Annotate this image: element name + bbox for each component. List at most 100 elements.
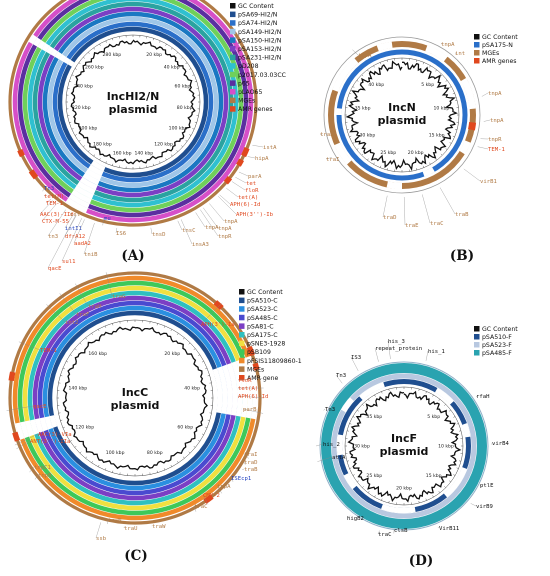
ring-gap [37, 40, 46, 50]
scale-tick [387, 168, 388, 171]
ring-gap [85, 168, 102, 181]
gene-label: rfaH [476, 394, 489, 400]
gc-content-track [345, 60, 458, 172]
scale-tick [78, 140, 81, 142]
scale-tick [163, 468, 166, 471]
gene-leader-line [439, 187, 456, 215]
gene-leader-line [242, 468, 245, 470]
panel-label: (B) [450, 248, 474, 264]
scale-tick [435, 69, 437, 72]
gene-label: tnsD [152, 232, 166, 238]
gene-leader-line [237, 378, 263, 381]
ring-gap [79, 177, 98, 190]
scale-tick [194, 81, 197, 83]
gene-label: qacE [33, 404, 47, 410]
legend-swatch [239, 340, 245, 347]
gene-label: traC [378, 532, 391, 538]
gene-leader-line [350, 356, 359, 371]
gene-label: parB [243, 407, 257, 413]
gene-label: ssb [96, 536, 107, 542]
scale-tick [425, 498, 427, 501]
gene-label: tnsC [182, 228, 195, 234]
gene-label: traF [76, 312, 90, 318]
ring-gap [217, 366, 228, 415]
scale-tick [429, 65, 431, 68]
gene-label: traB [455, 212, 469, 218]
panel-c: 20 kbp 40 kbp 60 kbp 80 kbp 100 kbp 120 kbp 14… [6, 271, 302, 564]
plasmid-title: IncN [388, 101, 416, 114]
sequence-ring [12, 0, 254, 223]
scale-tick [349, 423, 352, 425]
scale-tick [99, 43, 101, 46]
gene-label: traU [124, 526, 137, 532]
scale-tick [356, 148, 359, 150]
scale-tick [70, 440, 72, 442]
legend-label: pD208 [238, 63, 259, 70]
legend-label: p65 [238, 80, 250, 87]
scale-tick [459, 460, 462, 462]
ring-gap [15, 422, 25, 440]
scale-tick [388, 388, 390, 391]
scale-tick [104, 468, 107, 471]
gene-leader-line [230, 477, 234, 482]
gene-label: hipA [255, 156, 269, 162]
ring-gap [88, 164, 104, 177]
scale-tick [104, 325, 107, 328]
gene-leader-line [387, 340, 391, 360]
legend-label: pSA69-HI2/N [238, 12, 278, 19]
gene-label: tnpA [205, 225, 219, 231]
plasmid-title: plasmid [378, 114, 427, 127]
gene-leader-line [231, 181, 246, 191]
legend-label: pSB109 [247, 349, 271, 356]
scale-tick [373, 162, 375, 165]
gene-label: tnpR [218, 234, 232, 240]
scale-tick [88, 150, 90, 152]
legend-label: AMR genes [482, 58, 517, 65]
legend-label: p2017.03.03CC [238, 72, 286, 79]
gene-label: traW [152, 524, 166, 530]
gene-label: qacE [48, 266, 62, 272]
gene-label: AAC(3)-IId [40, 212, 74, 218]
scale-tick [83, 57, 85, 59]
gene-leader-line [317, 456, 333, 462]
scale-tick [435, 158, 437, 161]
gene-label: sul1 [62, 259, 75, 265]
gene-label: mu [104, 216, 111, 222]
scale-tick [69, 81, 72, 83]
ring-gap [221, 364, 233, 415]
scale-tick [60, 375, 63, 377]
legend-label: GC Content [247, 289, 283, 296]
scale-tick [83, 145, 85, 147]
ring-gap [381, 504, 416, 514]
feature-mark [252, 362, 260, 371]
gene-leader-line [237, 395, 265, 399]
scale-tick [444, 404, 446, 406]
legend-swatch [239, 297, 245, 304]
gene-leader-line [247, 156, 256, 159]
gene-label: traG [112, 294, 126, 300]
gene-label: attA [332, 455, 346, 461]
feature-mark [8, 371, 16, 381]
scale-tick [452, 135, 455, 137]
scale-tick [367, 158, 369, 161]
gene-leader-line [323, 408, 326, 411]
scale-tick [198, 440, 200, 442]
gene-label: APH(6)-Id [230, 202, 260, 208]
ring-gap [90, 160, 106, 172]
scale-tick [452, 93, 455, 95]
scale-tick [449, 480, 451, 483]
gene-label: tnpA [217, 484, 231, 490]
gene-leader-line [75, 283, 89, 307]
gene-leader-line [422, 194, 431, 224]
legend-swatch [474, 34, 480, 40]
gene-label: tet [246, 181, 256, 187]
gene-label: APH(3'')-Ib [236, 212, 274, 218]
scale-tick [362, 486, 364, 488]
scale-tick [387, 59, 388, 62]
ring-gap [63, 57, 71, 65]
kbp-tick-label: 20 kbp [164, 351, 180, 357]
kbp-tick-label: 80 kbp [147, 450, 163, 456]
gene-label: Tn3 [325, 407, 335, 413]
gene-leader-line [238, 171, 249, 177]
